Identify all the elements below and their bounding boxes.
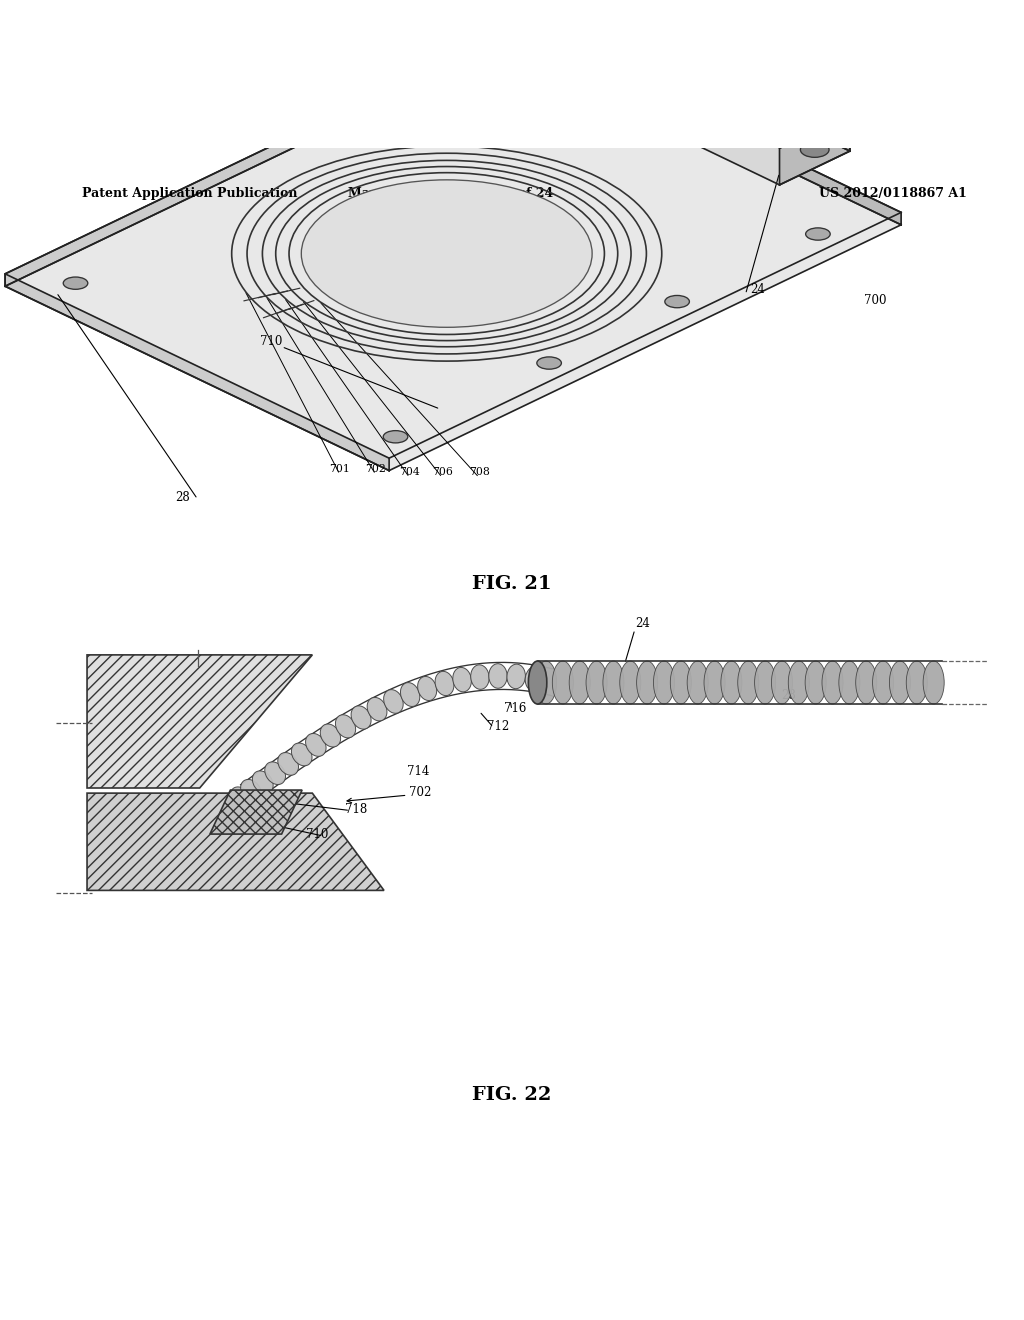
Ellipse shape [435, 672, 454, 696]
Ellipse shape [806, 228, 830, 240]
Ellipse shape [507, 664, 525, 689]
Ellipse shape [552, 661, 573, 704]
Ellipse shape [603, 661, 624, 704]
Ellipse shape [750, 74, 772, 106]
Ellipse shape [305, 734, 326, 756]
Ellipse shape [384, 689, 403, 713]
Ellipse shape [620, 661, 641, 704]
Text: 716: 716 [504, 702, 526, 715]
Text: 714: 714 [407, 764, 429, 777]
Ellipse shape [822, 661, 843, 704]
Text: FIG. 21: FIG. 21 [472, 576, 552, 593]
Text: 718: 718 [345, 803, 368, 816]
Text: 704: 704 [399, 467, 420, 477]
Polygon shape [87, 793, 384, 891]
Polygon shape [5, 41, 901, 470]
Ellipse shape [705, 661, 725, 704]
Ellipse shape [485, 74, 510, 87]
Text: 708: 708 [469, 467, 489, 477]
Ellipse shape [890, 661, 910, 704]
Polygon shape [779, 115, 850, 185]
Ellipse shape [418, 676, 436, 701]
Ellipse shape [637, 661, 657, 704]
Ellipse shape [721, 661, 742, 704]
Ellipse shape [537, 356, 561, 370]
Text: 710: 710 [306, 828, 329, 841]
Polygon shape [210, 791, 302, 834]
Text: 712: 712 [486, 719, 509, 733]
Polygon shape [5, 28, 517, 286]
Ellipse shape [301, 180, 592, 327]
Ellipse shape [801, 143, 829, 157]
Ellipse shape [923, 661, 944, 704]
Ellipse shape [525, 667, 544, 690]
Ellipse shape [653, 661, 675, 704]
Ellipse shape [292, 743, 312, 766]
Ellipse shape [252, 771, 273, 793]
Text: 706: 706 [432, 467, 453, 477]
Ellipse shape [856, 661, 877, 704]
Ellipse shape [839, 661, 860, 704]
Polygon shape [5, 273, 389, 470]
Ellipse shape [230, 787, 251, 809]
Text: 710: 710 [260, 334, 283, 347]
Ellipse shape [265, 762, 286, 784]
Ellipse shape [368, 697, 387, 721]
Ellipse shape [351, 706, 371, 729]
Ellipse shape [755, 661, 775, 704]
Ellipse shape [737, 661, 759, 704]
Text: 700: 700 [864, 293, 887, 306]
Ellipse shape [872, 661, 894, 704]
Ellipse shape [788, 661, 809, 704]
Ellipse shape [278, 752, 298, 775]
Ellipse shape [569, 661, 590, 704]
Text: 28: 28 [781, 689, 796, 702]
Text: 702: 702 [409, 787, 431, 799]
Text: May 17, 2012  Sheet 14 of 24: May 17, 2012 Sheet 14 of 24 [348, 187, 553, 199]
Polygon shape [87, 655, 312, 788]
Text: US 2012/0118867 A1: US 2012/0118867 A1 [819, 187, 967, 199]
Ellipse shape [383, 430, 408, 444]
Polygon shape [600, 65, 850, 185]
Ellipse shape [528, 661, 547, 704]
Ellipse shape [241, 779, 261, 803]
Ellipse shape [671, 661, 691, 704]
Ellipse shape [536, 661, 557, 704]
Text: 24: 24 [636, 618, 650, 630]
Ellipse shape [805, 661, 826, 704]
Ellipse shape [63, 277, 88, 289]
Ellipse shape [687, 661, 709, 704]
Polygon shape [671, 29, 850, 150]
Text: FIG. 22: FIG. 22 [472, 1086, 552, 1105]
Ellipse shape [471, 665, 489, 689]
Polygon shape [517, 28, 901, 224]
Text: 28: 28 [175, 491, 189, 504]
Ellipse shape [336, 714, 355, 738]
Ellipse shape [321, 723, 341, 747]
Ellipse shape [453, 668, 471, 692]
Text: 702: 702 [366, 463, 386, 474]
Polygon shape [600, 29, 671, 99]
Ellipse shape [906, 661, 928, 704]
Ellipse shape [488, 664, 507, 688]
Text: 24: 24 [751, 284, 765, 297]
Text: 701: 701 [330, 463, 350, 474]
Ellipse shape [400, 682, 420, 706]
Ellipse shape [586, 661, 607, 704]
Ellipse shape [665, 296, 689, 308]
Text: Patent Application Publication: Patent Application Publication [82, 187, 297, 199]
Ellipse shape [771, 661, 793, 704]
